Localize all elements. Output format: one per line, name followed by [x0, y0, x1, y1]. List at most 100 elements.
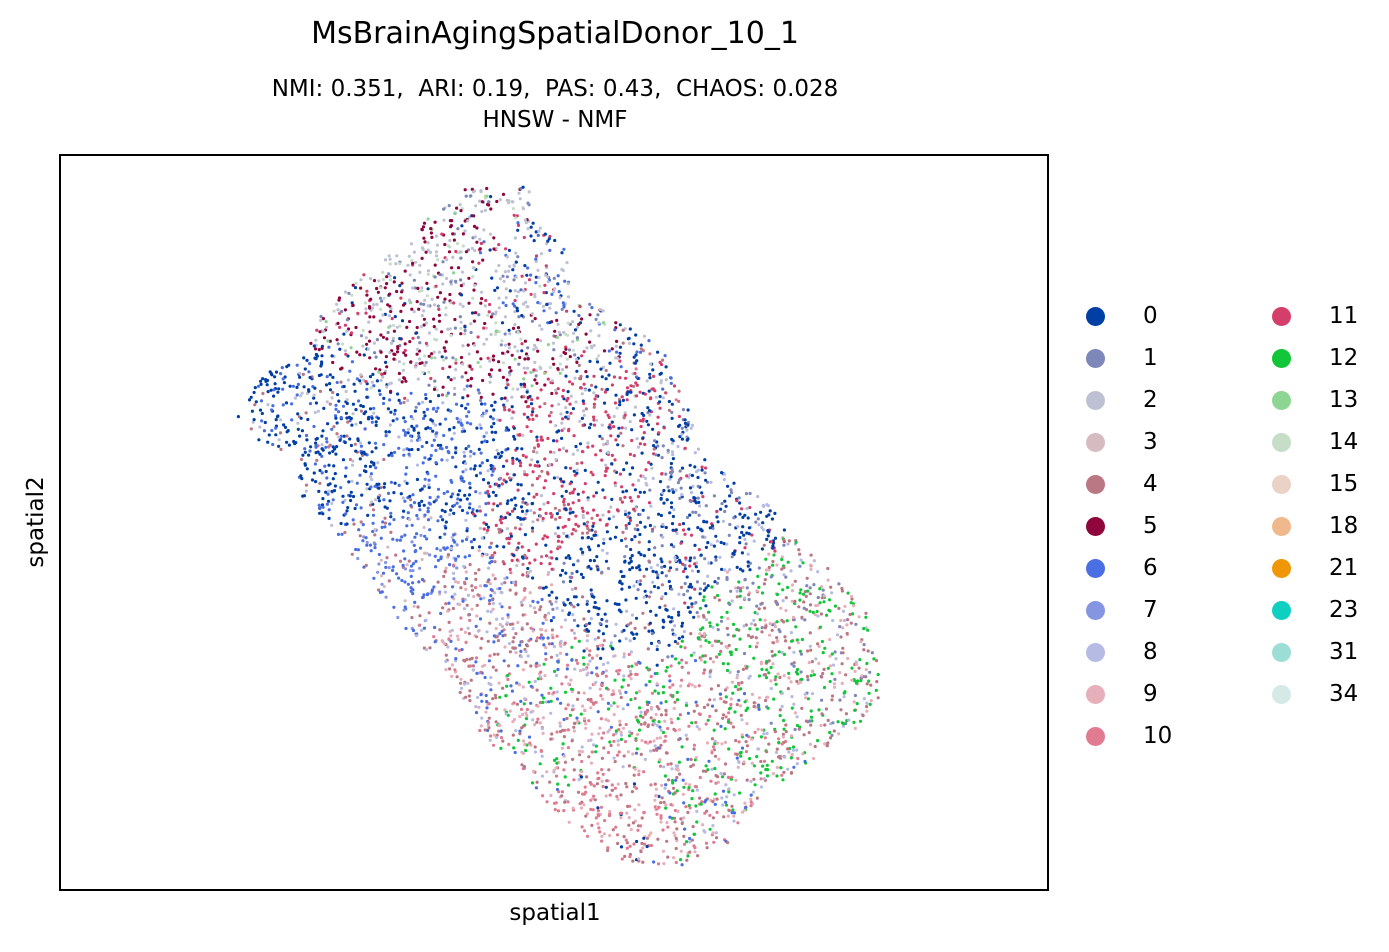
spot-cluster-2: [473, 343, 477, 347]
spot-cluster-1: [568, 575, 572, 579]
spot-cluster-5: [351, 303, 355, 307]
spot-cluster-4: [521, 613, 525, 617]
spot-cluster-6: [469, 540, 473, 544]
spot-cluster-9: [677, 728, 682, 732]
spot-cluster-6: [362, 565, 366, 569]
spot-cluster-0: [312, 396, 316, 400]
spot-cluster-10: [601, 784, 605, 789]
spot-cluster-6: [483, 402, 487, 406]
spot-cluster-11: [534, 254, 539, 258]
spot-cluster-4: [724, 700, 728, 704]
spot-cluster-6: [595, 666, 599, 670]
spot-cluster-12: [680, 745, 684, 749]
spot-cluster-2: [526, 571, 530, 575]
spot-cluster-1: [477, 391, 481, 395]
spot-cluster-6: [442, 433, 446, 438]
spot-cluster-0: [560, 494, 564, 498]
spot-cluster-11: [532, 368, 536, 372]
spot-cluster-2: [578, 419, 582, 423]
spot-cluster-5: [472, 288, 476, 292]
spot-cluster-9: [672, 831, 676, 835]
spot-cluster-4: [595, 782, 600, 786]
spot-cluster-5: [403, 377, 407, 381]
spot-cluster-5: [479, 301, 483, 305]
spot-cluster-0: [501, 464, 506, 468]
spot-cluster-12: [872, 657, 876, 661]
spot-cluster-6: [668, 791, 672, 795]
spot-cluster-11: [620, 395, 624, 399]
spot-cluster-0: [599, 656, 603, 660]
spot-cluster-0: [500, 321, 505, 325]
spot-cluster-12: [779, 766, 783, 770]
spot-cluster-12: [726, 662, 730, 666]
spot-cluster-11: [672, 384, 677, 388]
spot-cluster-12: [541, 700, 545, 705]
spot-cluster-6: [433, 554, 437, 558]
spot-cluster-9: [580, 770, 584, 774]
spot-cluster-6: [484, 502, 488, 506]
spot-cluster-0: [741, 569, 745, 573]
spot-cluster-0: [690, 602, 694, 606]
spot-cluster-0: [652, 553, 657, 557]
spot-cluster-14: [436, 258, 440, 262]
spot-cluster-12: [606, 707, 611, 711]
spot-cluster-6: [498, 586, 502, 591]
spot-cluster-4: [752, 777, 756, 781]
spot-cluster-12: [767, 671, 771, 675]
spot-cluster-8: [690, 423, 695, 427]
spot-cluster-2: [471, 266, 475, 270]
spot-cluster-4: [689, 757, 693, 762]
spot-cluster-6: [341, 404, 346, 408]
spot-cluster-8: [780, 650, 784, 655]
spot-cluster-2: [467, 352, 471, 356]
spot-cluster-2: [330, 501, 334, 505]
spot-cluster-9: [524, 711, 528, 715]
spot-cluster-12: [739, 687, 743, 691]
spot-cluster-6: [423, 534, 427, 538]
spot-cluster-4: [474, 577, 478, 581]
spot-cluster-12: [712, 728, 716, 732]
spot-cluster-4: [782, 620, 786, 624]
spot-cluster-8: [499, 590, 503, 594]
spot-cluster-7: [384, 595, 388, 599]
spot-cluster-4: [809, 723, 813, 727]
spot-cluster-4: [857, 666, 861, 670]
spot-cluster-4: [876, 696, 880, 700]
spot-cluster-5: [383, 371, 387, 375]
spot-cluster-12: [732, 622, 736, 626]
spot-cluster-2: [523, 281, 528, 285]
spot-cluster-0: [687, 527, 691, 531]
spot-cluster-6: [460, 478, 464, 482]
spot-cluster-4: [630, 790, 635, 794]
spot-cluster-8: [476, 695, 480, 700]
spot-cluster-1: [715, 581, 720, 585]
spot-cluster-0: [738, 541, 742, 545]
spot-cluster-2: [411, 286, 415, 290]
spot-cluster-0: [594, 606, 599, 610]
spot-cluster-2: [648, 413, 652, 417]
spot-cluster-9: [608, 833, 612, 838]
spot-cluster-0: [771, 546, 775, 550]
spot-cluster-10: [614, 825, 618, 829]
spot-cluster-5: [479, 357, 483, 361]
spot-cluster-12: [657, 720, 661, 724]
spot-cluster-1: [512, 278, 516, 282]
spot-cluster-0: [747, 526, 752, 530]
spot-cluster-0: [398, 284, 402, 288]
spot-cluster-4: [352, 522, 356, 526]
spot-cluster-0: [489, 463, 493, 468]
spot-cluster-4: [622, 835, 626, 839]
spot-cluster-9: [464, 570, 468, 574]
spot-cluster-10: [763, 736, 767, 740]
spot-cluster-2: [423, 298, 427, 302]
spot-cluster-5: [395, 350, 400, 354]
spot-cluster-12: [634, 691, 639, 695]
spot-cluster-6: [324, 445, 328, 449]
spot-cluster-6: [531, 599, 535, 603]
spot-cluster-12: [691, 789, 695, 793]
spot-cluster-6: [436, 487, 441, 491]
spot-cluster-4: [605, 779, 609, 783]
spot-cluster-0: [506, 499, 510, 503]
spot-cluster-9: [663, 719, 667, 723]
spot-cluster-10: [664, 734, 668, 738]
